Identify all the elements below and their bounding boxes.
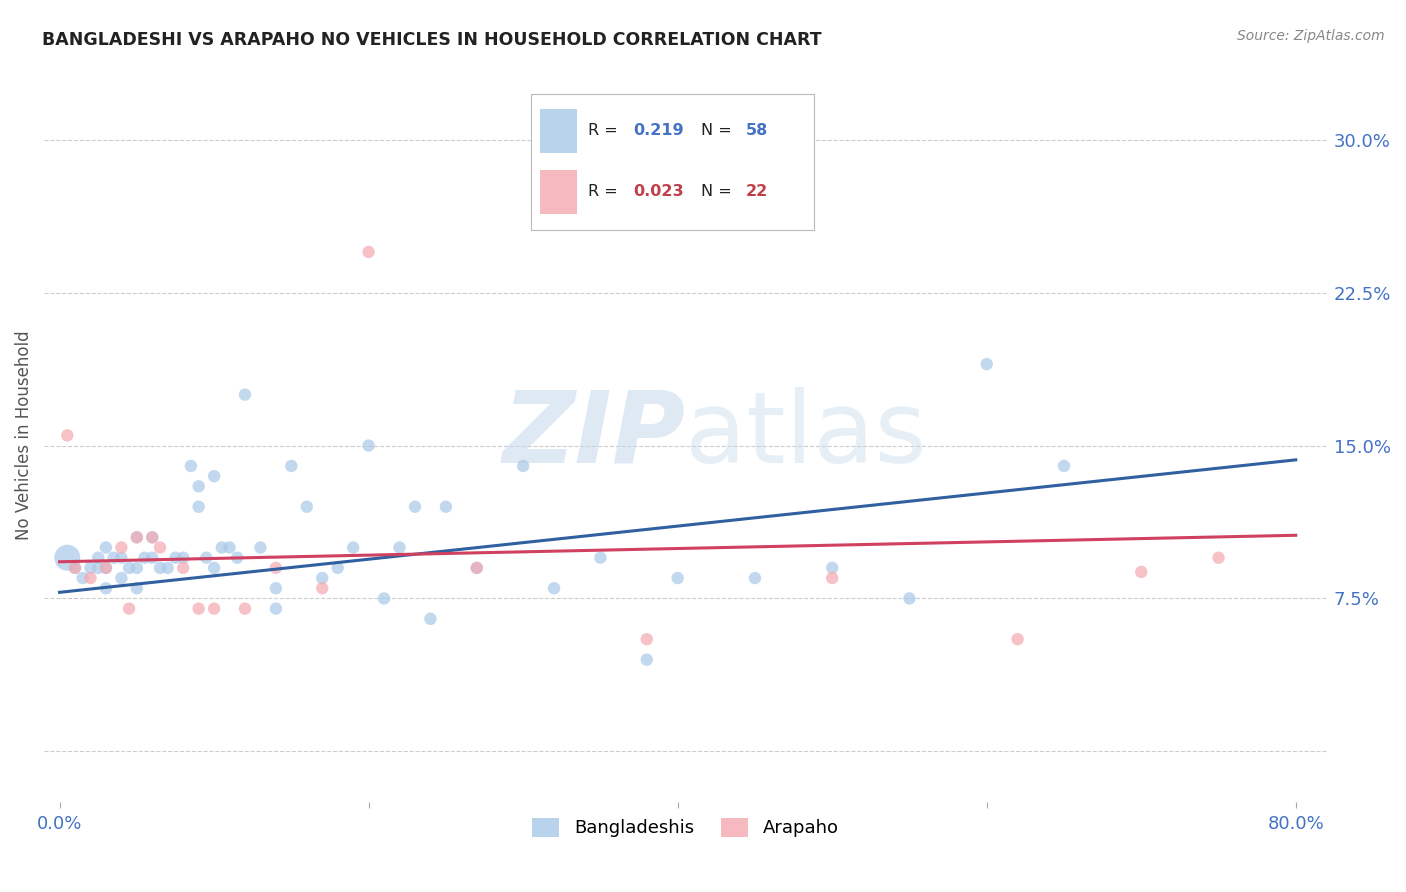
Point [79, 571, 101, 585]
Point [110, 571, 132, 585]
Point [434, 500, 457, 514]
Point [103, 550, 125, 565]
Point [118, 561, 141, 575]
Point [264, 601, 287, 615]
Text: BANGLADESHI VS ARAPAHO NO VEHICLES IN HOUSEHOLD CORRELATION CHART: BANGLADESHI VS ARAPAHO NO VEHICLES IN HO… [42, 31, 821, 49]
Point [589, 550, 612, 565]
Point [125, 530, 148, 544]
Point [295, 500, 318, 514]
Point [233, 601, 256, 615]
Point [202, 601, 225, 615]
Point [404, 500, 426, 514]
Y-axis label: No Vehicles in Household: No Vehicles in Household [15, 331, 32, 541]
Point [187, 500, 209, 514]
Point [141, 550, 163, 565]
Point [156, 561, 179, 575]
Point [976, 357, 998, 371]
Point [125, 561, 148, 575]
Point [357, 244, 380, 259]
Point [465, 561, 488, 575]
Point [311, 581, 333, 595]
Point [187, 479, 209, 493]
Point [180, 458, 202, 473]
Point [311, 571, 333, 585]
Point [202, 561, 225, 575]
Point [373, 591, 395, 606]
Point [744, 571, 766, 585]
Point [666, 571, 689, 585]
Point [141, 530, 163, 544]
Point [202, 469, 225, 483]
Point [56, 550, 79, 565]
Point [172, 561, 194, 575]
Text: atlas: atlas [685, 387, 927, 483]
Point [264, 581, 287, 595]
Point [218, 541, 240, 555]
Point [118, 601, 141, 615]
Point [636, 652, 658, 666]
Point [512, 458, 534, 473]
Point [87, 550, 110, 565]
Point [94, 561, 117, 575]
Point [249, 541, 271, 555]
Point [280, 458, 302, 473]
Point [149, 541, 172, 555]
Text: Source: ZipAtlas.com: Source: ZipAtlas.com [1237, 29, 1385, 43]
Point [342, 541, 364, 555]
Point [226, 550, 249, 565]
Point [1053, 458, 1076, 473]
Point [211, 541, 233, 555]
Point [898, 591, 921, 606]
Legend: Bangladeshis, Arapaho: Bangladeshis, Arapaho [524, 811, 846, 845]
Point [636, 632, 658, 647]
Point [110, 550, 132, 565]
Point [1208, 550, 1230, 565]
Point [72, 571, 94, 585]
Point [264, 561, 287, 575]
Point [187, 601, 209, 615]
Point [125, 530, 148, 544]
Point [141, 530, 163, 544]
Point [821, 571, 844, 585]
Point [821, 561, 844, 575]
Point [94, 541, 117, 555]
Point [125, 581, 148, 595]
Point [134, 550, 156, 565]
Point [94, 581, 117, 595]
Point [94, 561, 117, 575]
Point [388, 541, 411, 555]
Point [79, 561, 101, 575]
Point [149, 561, 172, 575]
Point [165, 550, 187, 565]
Point [543, 581, 565, 595]
Point [326, 561, 349, 575]
Point [63, 561, 86, 575]
Point [56, 428, 79, 442]
Point [87, 561, 110, 575]
Point [419, 612, 441, 626]
Point [357, 439, 380, 453]
Point [110, 541, 132, 555]
Point [233, 387, 256, 401]
Point [1130, 565, 1153, 579]
Text: ZIP: ZIP [502, 387, 685, 483]
Point [195, 550, 218, 565]
Point [1007, 632, 1029, 647]
Point [465, 561, 488, 575]
Point [63, 561, 86, 575]
Point [172, 550, 194, 565]
